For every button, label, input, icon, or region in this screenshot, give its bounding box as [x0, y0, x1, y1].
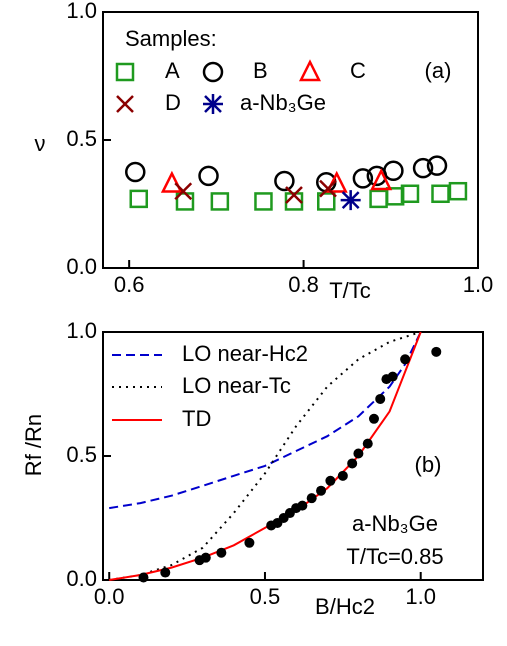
x-tick-label: 1.0: [405, 584, 436, 609]
y-axis-label: Rf /Rn: [21, 414, 46, 476]
y-tick-label: 1.0: [66, 0, 97, 23]
legend-marker: [202, 61, 224, 83]
marker-square: [129, 189, 149, 209]
legend-marker: [203, 94, 223, 114]
marker-triangle: [370, 168, 393, 191]
annotation: a-Nb₃Ge: [352, 511, 438, 536]
legend-marker: [298, 59, 322, 82]
marker-dot: [431, 346, 442, 357]
marker-asterisk: [340, 190, 361, 211]
marker-square: [254, 192, 273, 211]
y-tick-label: 0.0: [66, 254, 97, 279]
legend-marker: [115, 62, 135, 82]
marker-square: [317, 192, 336, 211]
marker-dot: [368, 413, 379, 424]
marker-triangle: [325, 170, 348, 193]
series-line: [109, 331, 422, 510]
marker-triangle: [160, 170, 183, 193]
legend-label: D: [165, 90, 181, 115]
legend-label: LO near-Tc: [182, 373, 291, 398]
marker-circle: [274, 170, 295, 192]
marker-dot: [306, 493, 317, 504]
marker-dot: [375, 393, 386, 404]
marker-dot: [337, 470, 348, 481]
x-tick-label: 1.0: [463, 272, 494, 297]
marker-square: [448, 181, 468, 201]
legend-label: A: [165, 58, 180, 83]
marker-square: [369, 189, 388, 209]
series-line: [109, 331, 422, 581]
legend-label: LO near-Hc2: [182, 341, 308, 366]
legend-title: Samples:: [125, 26, 217, 51]
x-tick-label: 0.0: [94, 584, 125, 609]
marker-dot: [362, 438, 373, 449]
y-axis-label: ν: [35, 131, 46, 156]
marker-dot: [200, 552, 211, 563]
marker-square: [431, 184, 450, 204]
panel-label: (b): [415, 452, 442, 477]
legend-label: C: [350, 58, 366, 83]
marker-dot: [400, 354, 411, 365]
x-tick-label: 0.6: [114, 272, 145, 297]
y-tick-label: 1.0: [66, 318, 97, 343]
marker-dot: [325, 475, 336, 486]
x-axis-label: T/Tc: [329, 278, 371, 303]
y-tick-label: 0.5: [66, 126, 97, 151]
legend-label: B: [253, 58, 268, 83]
marker-dot: [138, 572, 149, 583]
marker-dot: [347, 458, 358, 469]
marker-x: [174, 182, 193, 201]
legend-label: a-Nb₃Ge: [240, 90, 326, 115]
marker-circle: [412, 157, 434, 179]
marker-dot: [297, 500, 308, 511]
marker-dot: [353, 448, 364, 459]
marker-dot: [387, 371, 398, 382]
x-axis-label: B/Hc2: [315, 594, 375, 619]
annotation: T/Tc=0.85: [346, 544, 443, 569]
marker-circle: [383, 160, 404, 181]
marker-dot: [316, 485, 327, 496]
marker-circle: [426, 155, 448, 176]
marker-x: [319, 179, 337, 198]
marker-circle: [198, 165, 219, 187]
x-tick-label: 0.5: [250, 584, 281, 609]
marker-x: [285, 186, 303, 204]
marker-dot: [160, 567, 171, 578]
marker-circle: [352, 168, 374, 189]
panel-label: (a): [425, 58, 452, 83]
marker-circle: [125, 161, 146, 183]
marker-dot: [216, 547, 227, 558]
legend-marker: [116, 95, 134, 113]
series-line: [109, 331, 422, 581]
x-tick-label: 0.8: [288, 272, 319, 297]
marker-square: [210, 192, 230, 211]
y-tick-label: 0.5: [66, 442, 97, 467]
marker-dot: [244, 537, 255, 548]
marker-square: [400, 184, 420, 204]
y-tick-label: 0.0: [66, 566, 97, 591]
legend-label: TD: [182, 406, 211, 431]
